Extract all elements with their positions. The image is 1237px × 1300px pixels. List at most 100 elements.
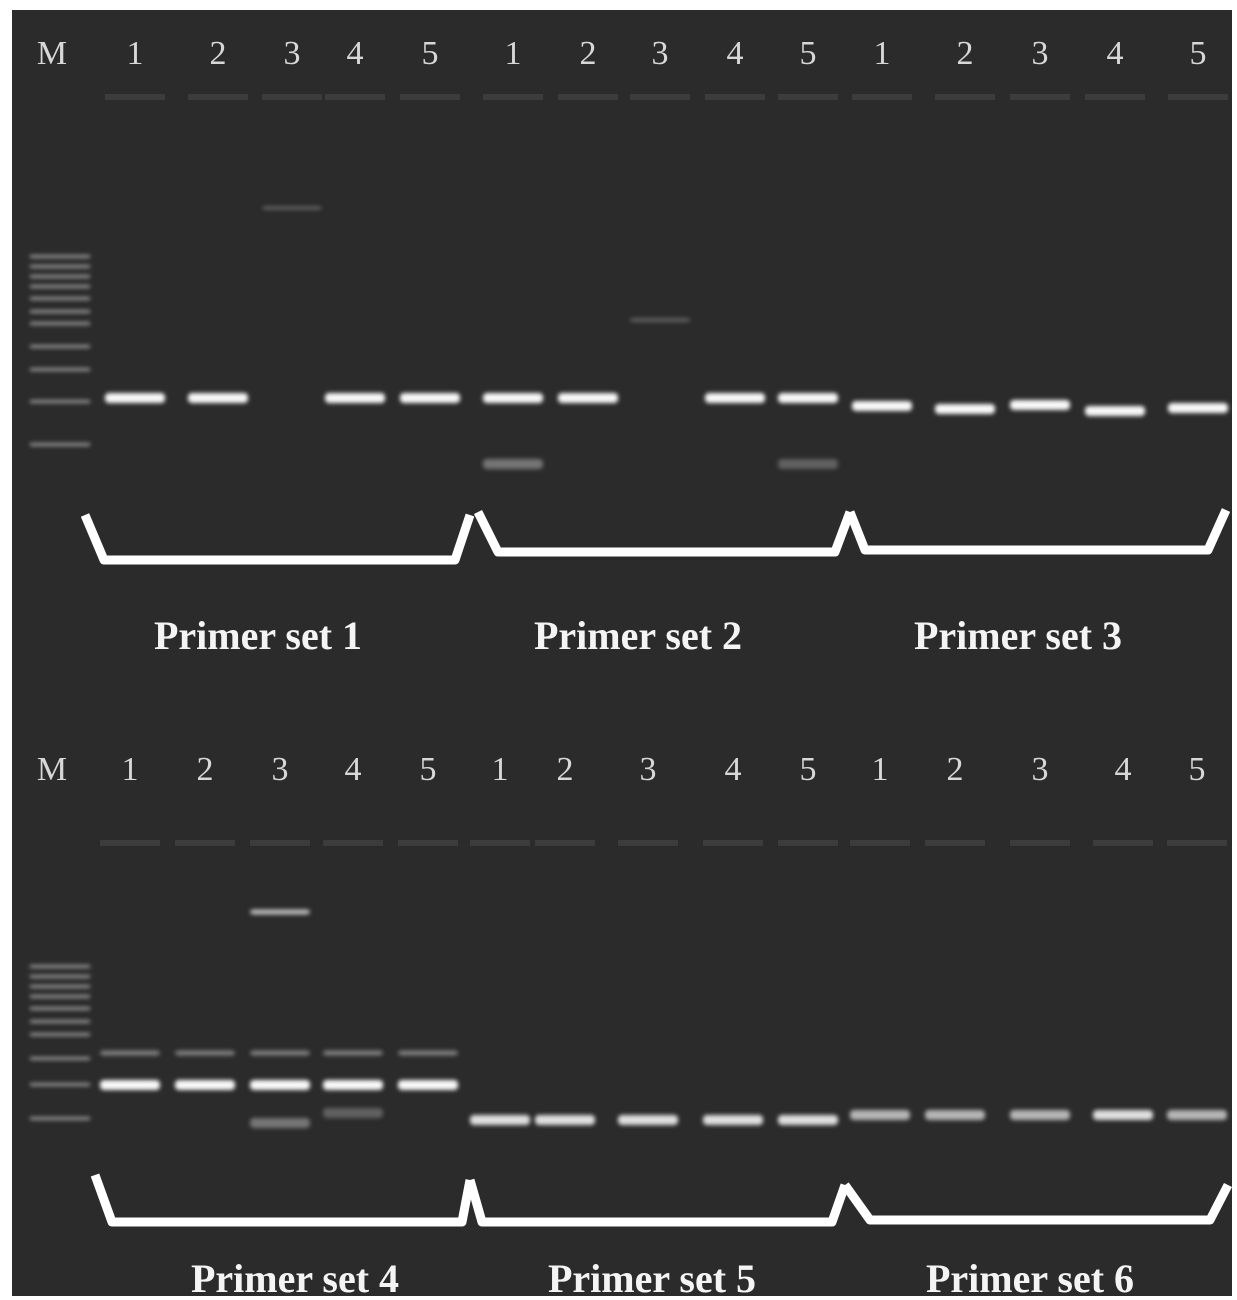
well — [535, 840, 595, 846]
dna-band — [323, 1080, 383, 1090]
dna-band — [1093, 1110, 1153, 1120]
well — [618, 840, 678, 846]
dna-band — [535, 1115, 595, 1125]
ladder-band — [30, 1033, 90, 1036]
dna-band — [262, 207, 322, 210]
lane-label: 1 — [874, 35, 891, 72]
lane-label: 1 — [127, 35, 144, 72]
dna-band — [323, 1051, 383, 1056]
dna-band — [100, 1080, 160, 1090]
dna-band — [398, 1080, 458, 1090]
primer-set-label: Primer set 3 — [914, 613, 1122, 658]
dna-band — [630, 318, 690, 322]
dna-band — [778, 459, 838, 469]
lane-label: 3 — [652, 35, 669, 72]
dna-band — [935, 404, 995, 414]
ladder-band — [30, 1007, 90, 1010]
dna-band — [1010, 400, 1070, 410]
lane-label: 2 — [210, 35, 227, 72]
dna-band — [1010, 1110, 1070, 1120]
well — [400, 94, 460, 100]
well — [175, 840, 235, 846]
dna-band — [558, 393, 618, 403]
lane-label: 3 — [284, 35, 301, 72]
ladder-band — [30, 297, 90, 300]
dna-band — [188, 393, 248, 403]
dna-band — [250, 1051, 310, 1056]
ladder-band — [30, 443, 90, 446]
ladder-band — [30, 310, 90, 313]
well — [483, 94, 543, 100]
well — [398, 840, 458, 846]
dna-band — [778, 1115, 838, 1125]
well — [100, 840, 160, 846]
lane-label: 2 — [957, 35, 974, 72]
dna-band — [1167, 1110, 1227, 1120]
lane-label: 1 — [505, 35, 522, 72]
well — [1010, 94, 1070, 100]
lane-label: 2 — [557, 751, 574, 788]
ladder-band — [30, 400, 90, 403]
primer-set-label: Primer set 6 — [926, 1256, 1134, 1300]
dna-band — [250, 910, 310, 915]
lane-label: 1 — [122, 751, 139, 788]
ladder-band — [30, 1117, 90, 1120]
ladder-band — [30, 985, 90, 988]
lane-label: 4 — [1115, 751, 1132, 788]
ladder-band — [30, 265, 90, 268]
lane-label: 3 — [272, 751, 289, 788]
well — [703, 840, 763, 846]
ladder-band — [30, 285, 90, 288]
well — [705, 94, 765, 100]
well — [262, 94, 322, 100]
dna-band — [323, 1108, 383, 1118]
well — [1010, 840, 1070, 846]
lane-label: 2 — [197, 751, 214, 788]
lane-label: 4 — [347, 35, 364, 72]
well — [1168, 94, 1228, 100]
primer-set-label: Primer set 5 — [548, 1256, 756, 1300]
ladder-band — [30, 368, 90, 371]
lane-label: 4 — [727, 35, 744, 72]
ladder-band — [30, 995, 90, 998]
well — [250, 840, 310, 846]
dna-band — [703, 1115, 763, 1125]
ladder-band — [30, 255, 90, 258]
dna-band — [618, 1115, 678, 1125]
dna-band — [100, 1051, 160, 1056]
lane-label: 3 — [1032, 751, 1049, 788]
dna-band — [105, 393, 165, 403]
lane-label: 1 — [872, 751, 889, 788]
dna-band — [483, 459, 543, 469]
well — [852, 94, 912, 100]
primer-set-label: Primer set 1 — [154, 613, 362, 658]
primer-set-label: Primer set 2 — [534, 613, 742, 658]
ladder-band — [30, 275, 90, 278]
lane-label: M — [37, 35, 67, 72]
ladder-band — [30, 975, 90, 978]
lane-label: 2 — [580, 35, 597, 72]
lane-label: 4 — [725, 751, 742, 788]
well — [105, 94, 165, 100]
dna-band — [705, 393, 765, 403]
ladder-band — [30, 345, 90, 348]
dna-band — [852, 401, 912, 411]
dna-band — [175, 1051, 235, 1056]
lane-label: 3 — [640, 751, 657, 788]
well — [325, 94, 385, 100]
well — [630, 94, 690, 100]
ladder-band — [30, 1083, 90, 1086]
ladder-band — [30, 965, 90, 968]
dna-band — [175, 1080, 235, 1090]
ladder-band — [30, 1020, 90, 1023]
well — [470, 840, 530, 846]
lane-label: 5 — [420, 751, 437, 788]
well — [188, 94, 248, 100]
dna-band — [325, 393, 385, 403]
well — [925, 840, 985, 846]
dna-band — [250, 1080, 310, 1090]
lane-label: 5 — [800, 35, 817, 72]
lane-label: 5 — [422, 35, 439, 72]
dna-band — [250, 1118, 310, 1128]
well — [323, 840, 383, 846]
